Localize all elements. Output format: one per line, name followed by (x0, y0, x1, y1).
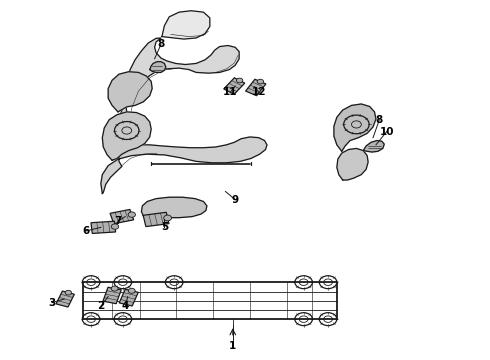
Polygon shape (101, 137, 267, 194)
Polygon shape (110, 210, 134, 224)
Circle shape (236, 78, 243, 83)
Text: 6: 6 (83, 226, 90, 236)
Circle shape (111, 286, 118, 291)
Polygon shape (118, 38, 239, 148)
Circle shape (128, 212, 135, 217)
Polygon shape (224, 78, 245, 94)
Polygon shape (103, 287, 121, 304)
Circle shape (257, 79, 264, 84)
Polygon shape (143, 212, 169, 226)
Polygon shape (334, 104, 376, 151)
Text: 5: 5 (161, 222, 168, 232)
Text: 12: 12 (251, 87, 266, 97)
Polygon shape (108, 72, 152, 112)
Text: 3: 3 (49, 298, 56, 308)
Polygon shape (102, 112, 151, 160)
Polygon shape (150, 62, 166, 72)
Text: 4: 4 (122, 301, 129, 311)
Text: 9: 9 (232, 195, 239, 205)
Text: 1: 1 (229, 341, 236, 351)
Polygon shape (119, 289, 138, 306)
Circle shape (164, 215, 171, 221)
Text: 2: 2 (97, 301, 104, 311)
Text: 11: 11 (223, 87, 238, 97)
Circle shape (128, 288, 135, 293)
Polygon shape (142, 197, 207, 218)
Text: 8: 8 (157, 40, 165, 49)
Polygon shape (162, 11, 210, 39)
Circle shape (111, 224, 119, 229)
Circle shape (65, 290, 72, 295)
Bar (83, 282, 337, 319)
Polygon shape (363, 140, 384, 152)
Text: 10: 10 (379, 127, 394, 136)
Polygon shape (91, 221, 116, 233)
Polygon shape (337, 148, 368, 180)
Text: 7: 7 (114, 216, 122, 226)
Polygon shape (245, 79, 266, 96)
Text: 8: 8 (376, 115, 383, 125)
Polygon shape (56, 291, 74, 307)
